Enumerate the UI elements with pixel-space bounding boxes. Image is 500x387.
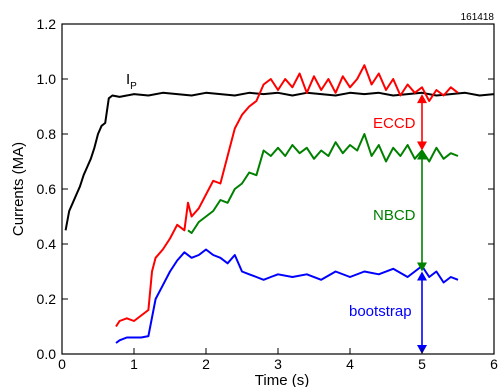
ip-label: IP <box>126 71 137 92</box>
series-line-bootstrap <box>115 248 459 344</box>
y-tick-label: 0.2 <box>37 291 57 307</box>
y-tick-label: 1.0 <box>37 71 57 87</box>
y-tick-label: 0.4 <box>37 236 57 252</box>
x-tick-label: 2 <box>202 356 210 372</box>
series-line-nbcd <box>187 133 459 234</box>
x-tick-label: 0 <box>58 356 66 372</box>
series-line-eccd <box>115 64 459 328</box>
nbcd-arrow-head-bottom <box>417 262 427 272</box>
x-tick-label: 1 <box>130 356 138 372</box>
x-tick-label: 6 <box>490 356 498 372</box>
x-tick-label: 5 <box>418 356 426 372</box>
ip-label-main: I <box>126 71 130 88</box>
x-tick-label: 3 <box>274 356 282 372</box>
eccd-label: ECCD <box>373 115 416 132</box>
arrow-layer <box>417 94 427 354</box>
x-tick-label: 4 <box>346 356 354 372</box>
y-tick-label: 0.0 <box>37 346 57 362</box>
y-tick-label: 0.6 <box>37 181 57 197</box>
shot-number: 161418 <box>461 12 495 23</box>
series-line-i <box>64 91 495 231</box>
tick-layer: 0 1 2 3 4 5 6 0.0 0.2 0.4 0.6 0.8 1.0 1.2 <box>37 16 499 372</box>
bootstrap-arrow-head-top <box>417 271 427 281</box>
y-tick-label: 1.2 <box>37 16 57 32</box>
eccd-arrow-head-top <box>417 94 427 104</box>
eccd-arrow-head-bottom <box>417 141 427 151</box>
nbcd-label: NBCD <box>373 207 416 224</box>
nbcd-arrow-head-top <box>417 150 427 160</box>
bootstrap-label: bootstrap <box>349 303 412 320</box>
x-axis-label: Time (s) <box>255 372 309 387</box>
y-axis-label: Currents (MA) <box>10 142 27 236</box>
ip-label-subscript: P <box>130 81 137 92</box>
series-layer <box>64 64 495 344</box>
y-tick-label: 0.8 <box>37 126 57 142</box>
